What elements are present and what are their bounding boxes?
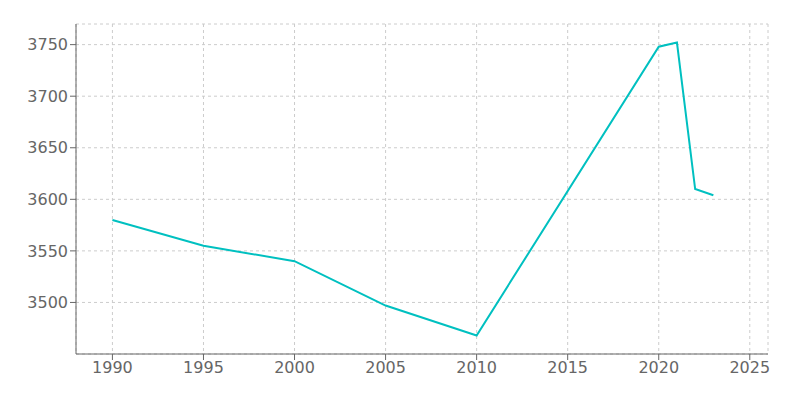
svg-text:2010: 2010 <box>456 358 497 377</box>
svg-text:2025: 2025 <box>729 358 770 377</box>
svg-text:2000: 2000 <box>274 358 315 377</box>
svg-text:2005: 2005 <box>365 358 406 377</box>
svg-text:3700: 3700 <box>27 87 68 106</box>
svg-text:3600: 3600 <box>27 190 68 209</box>
svg-text:3750: 3750 <box>27 35 68 54</box>
svg-text:3550: 3550 <box>27 242 68 261</box>
svg-text:3500: 3500 <box>27 293 68 312</box>
svg-text:1995: 1995 <box>183 358 224 377</box>
svg-text:2015: 2015 <box>547 358 588 377</box>
svg-text:1990: 1990 <box>92 358 133 377</box>
svg-text:3650: 3650 <box>27 138 68 157</box>
svg-text:2020: 2020 <box>638 358 679 377</box>
